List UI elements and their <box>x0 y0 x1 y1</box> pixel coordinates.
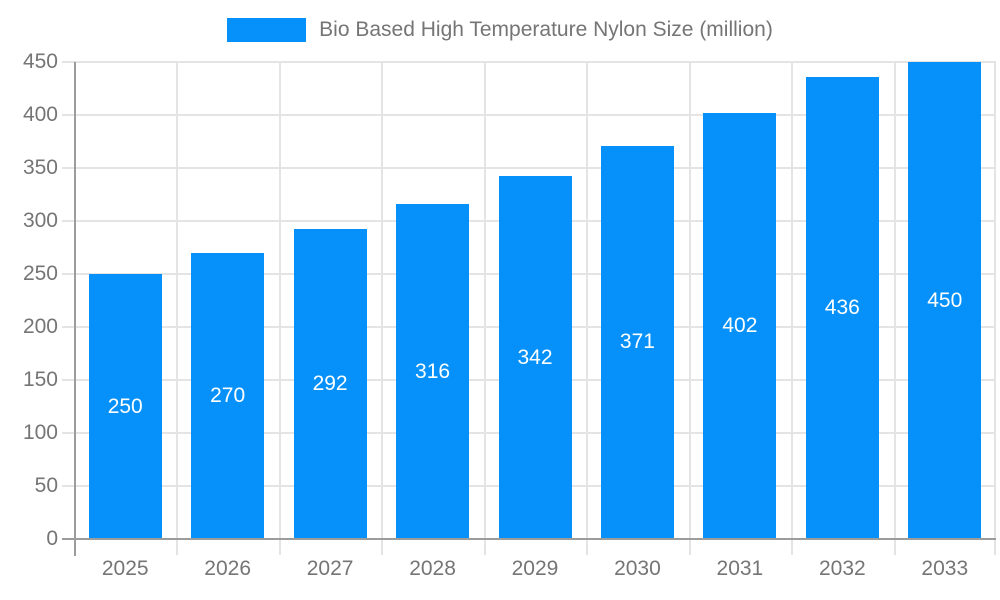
x-axis-line <box>62 538 996 540</box>
x-gridline <box>176 62 179 555</box>
bar-value-label: 292 <box>312 372 348 396</box>
x-tick-label: 2030 <box>614 557 661 580</box>
x-tick-label: 2033 <box>921 557 969 580</box>
x-gridline <box>994 62 996 555</box>
bar-value-label: 371 <box>619 330 655 354</box>
y-gridline <box>62 61 996 63</box>
bar-2029[interactable]: 342 <box>498 176 572 539</box>
legend-swatch <box>227 18 307 42</box>
bar-value-label: 450 <box>927 288 963 312</box>
x-tick-label: 2026 <box>204 557 252 580</box>
bar-2030[interactable]: 371 <box>600 145 674 539</box>
x-gridline <box>381 62 384 555</box>
x-tick-label: 2032 <box>818 557 866 580</box>
y-tick-label: 100 <box>22 421 58 444</box>
y-axis-line <box>74 62 76 556</box>
bar-value-label: 342 <box>517 345 553 369</box>
x-tick-label: 2025 <box>101 557 149 580</box>
y-tick-label: 200 <box>22 315 58 338</box>
x-gridline <box>688 62 691 555</box>
y-tick-label: 350 <box>22 156 58 179</box>
legend-label: Bio Based High Temperature Nylon Size (m… <box>319 18 773 41</box>
x-gridline <box>586 62 589 555</box>
y-tick-label: 250 <box>22 262 58 285</box>
bar-value-label: 436 <box>824 295 860 319</box>
x-gridline <box>278 62 281 555</box>
bar-value-label: 270 <box>210 383 246 407</box>
bar-2026[interactable]: 270 <box>191 252 265 539</box>
x-gridline <box>791 62 794 555</box>
x-tick-label: 2027 <box>306 557 354 580</box>
y-gridline <box>62 167 996 169</box>
bar-2028[interactable]: 316 <box>396 204 470 539</box>
y-tick-label: 150 <box>22 368 58 391</box>
x-tick-label: 2028 <box>409 557 456 580</box>
legend[interactable]: Bio Based High Temperature Nylon Size (m… <box>0 17 1000 43</box>
x-tick-label: 2029 <box>511 557 559 580</box>
bar-2027[interactable]: 292 <box>293 229 367 539</box>
y-tick-label: 450 <box>22 50 58 73</box>
bar-value-label: 316 <box>415 359 451 383</box>
x-gridline <box>483 62 486 555</box>
y-tick-label: 400 <box>22 103 58 126</box>
bar-2025[interactable]: 250 <box>88 274 162 539</box>
bar-2032[interactable]: 436 <box>805 76 879 539</box>
bar-2031[interactable]: 402 <box>703 112 777 539</box>
x-gridline <box>893 62 896 555</box>
bar-value-label: 402 <box>722 313 758 337</box>
y-tick-label: 300 <box>22 209 58 232</box>
bar-2033[interactable]: 450 <box>908 62 982 539</box>
y-gridline <box>62 114 996 116</box>
y-tick-label: 50 <box>34 474 58 497</box>
x-tick-label: 2031 <box>716 557 764 580</box>
plot-area: 250 270 292 316 342 371 402 436 450 <box>62 61 996 556</box>
y-tick-label: 0 <box>46 527 58 550</box>
bar-value-label: 250 <box>107 394 143 418</box>
